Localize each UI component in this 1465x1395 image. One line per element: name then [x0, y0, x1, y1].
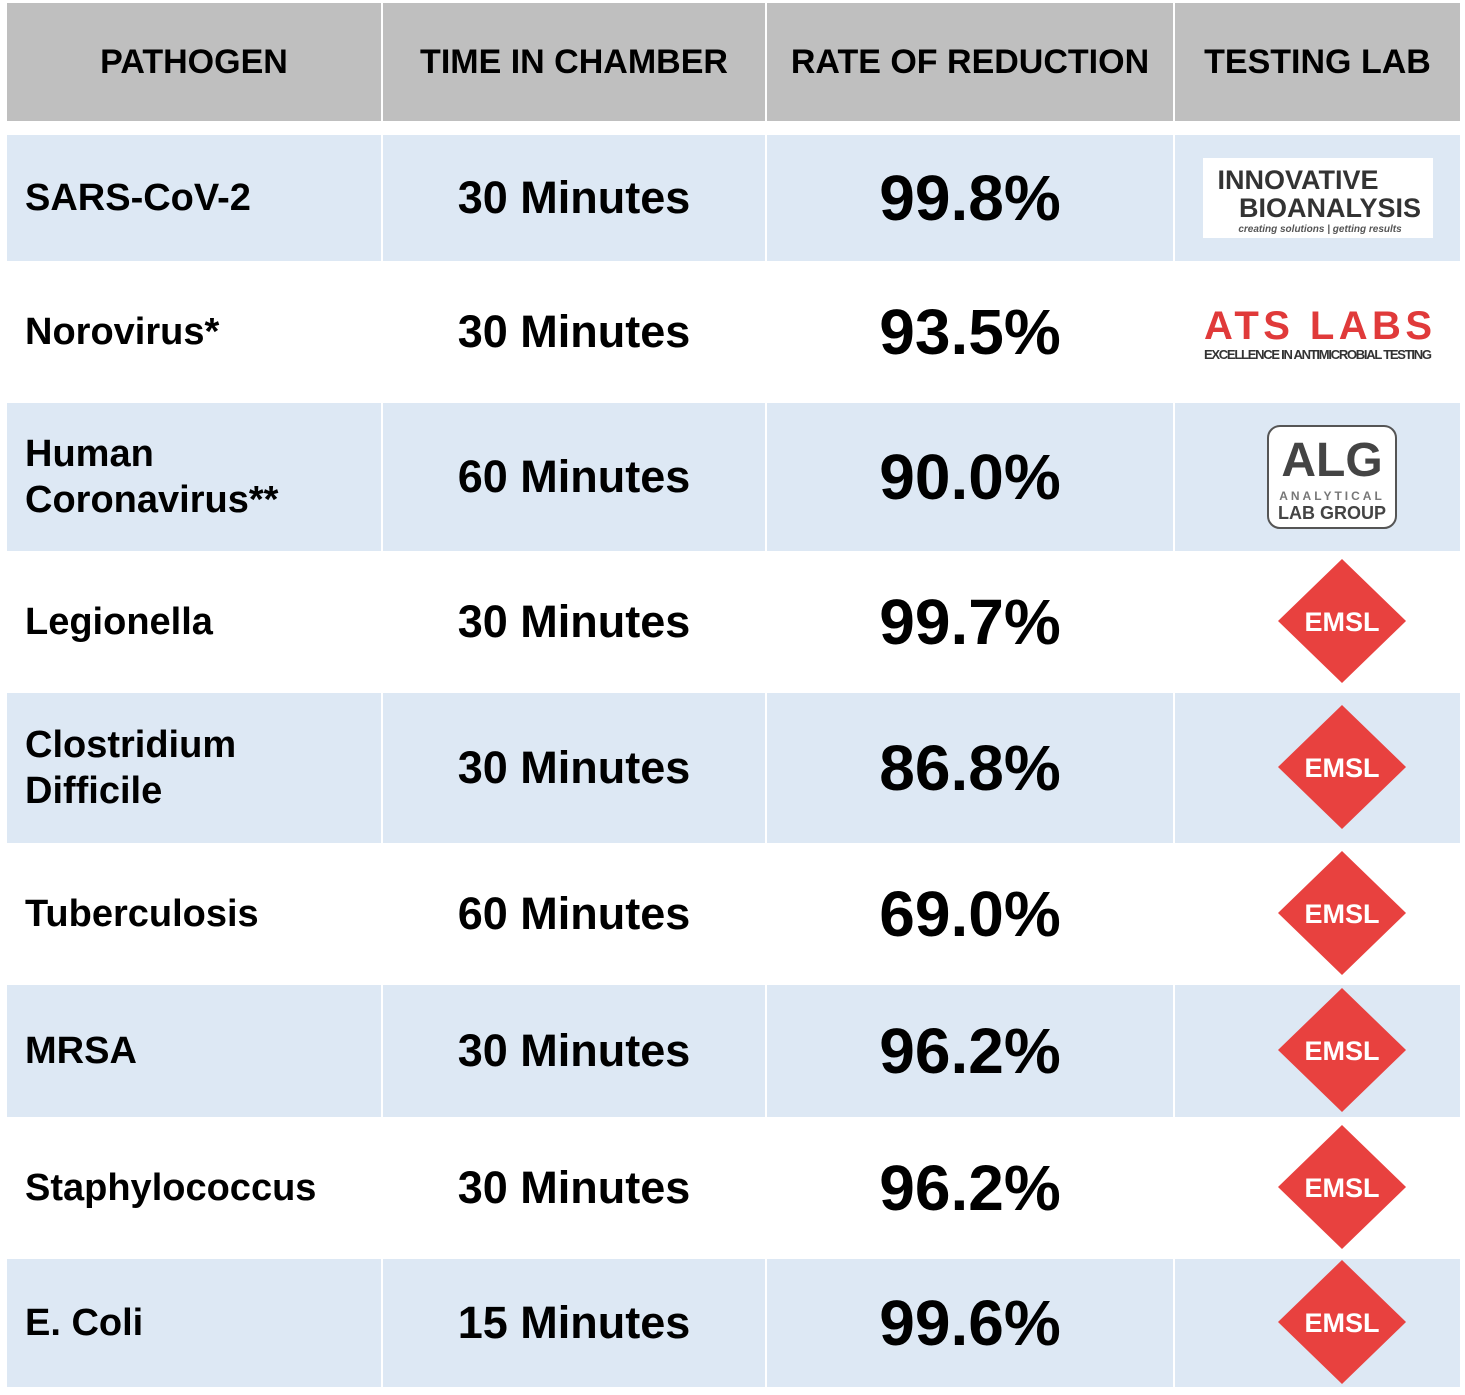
pathogen-cell: MRSA: [7, 985, 381, 1117]
header-cell: RATE OF REDUCTION: [767, 3, 1173, 121]
logo-diamond: [1277, 988, 1406, 1112]
rate-cell: 99.8%: [767, 135, 1173, 261]
lab-cell: EMSL: [1175, 693, 1460, 843]
lab-logo: EMSL: [1277, 705, 1406, 829]
time-cell: 30 Minutes: [383, 135, 765, 261]
lab-cell: ALG ANALYTICAL LAB GROUP: [1175, 403, 1460, 551]
header-cell: TIME IN CHAMBER: [383, 3, 765, 121]
logo-mark: ATS LABS: [1204, 304, 1432, 348]
rate-cell: 90.0%: [767, 403, 1173, 551]
time-cell: 60 Minutes: [457, 888, 691, 939]
logo-tagline: EXCELLENCE IN ANTIMICROBIAL TESTING: [1204, 347, 1432, 362]
lab-cell: EMSL: [1175, 845, 1460, 983]
logo-text: INNOVATIVE: [1217, 165, 1378, 195]
logo-diamond: [1277, 705, 1406, 829]
rate-cell: 99.6%: [767, 1259, 1173, 1387]
logo-mark: EMSL: [1304, 1173, 1379, 1203]
logo-mark: EMSL: [1304, 1036, 1379, 1066]
time-cell: 60 Minutes: [383, 403, 765, 551]
logo-mark: EMSL: [1304, 1308, 1379, 1338]
header-cell: TESTING LAB: [1175, 3, 1460, 121]
results-table: PATHOGEN TIME IN CHAMBER RATE OF REDUCTION…: [7, 3, 1460, 1387]
time-cell: 15 Minutes: [383, 1259, 765, 1387]
lab-cell: EMSL: [1175, 553, 1460, 691]
logo-frame: [1266, 425, 1397, 529]
logo-mark: EMSL: [1304, 607, 1379, 637]
rate-cell: 96.2%: [879, 1152, 1061, 1224]
logo-text: ANALYTICAL: [1279, 489, 1385, 503]
header-cell: PATHOGEN: [7, 3, 381, 121]
pathogen-cell: Clostridium Difficile: [7, 693, 381, 843]
lab-cell: EMSL: [1175, 1259, 1460, 1387]
lab-cell: EMSL: [1175, 985, 1460, 1117]
time-cell: 30 Minutes: [383, 693, 765, 843]
time-cell: 30 Minutes: [457, 1162, 691, 1213]
pathogen-cell: Tuberculosis: [25, 892, 259, 935]
time-cell: 30 Minutes: [457, 596, 691, 647]
logo-diamond: [1277, 1125, 1406, 1249]
rate-cell: 96.2%: [767, 985, 1173, 1117]
lab-logo: EMSL: [1277, 1125, 1406, 1249]
time-cell: 30 Minutes: [457, 306, 691, 357]
rate-cell: 69.0%: [879, 878, 1061, 950]
rate-cell: 93.5%: [879, 296, 1061, 368]
logo-diamond: [1277, 851, 1406, 975]
logo-text: LAB GROUP: [1278, 503, 1386, 523]
pathogen-cell: Norovirus*: [25, 310, 220, 353]
lab-logo: EMSL: [1277, 559, 1406, 683]
logo-mark: EMSL: [1304, 753, 1379, 783]
logo-diamond: [1277, 1260, 1406, 1384]
pathogen-cell: E. Coli: [7, 1259, 381, 1387]
pathogen-cell: Human Coronavirus**: [7, 403, 381, 551]
time-cell: 30 Minutes: [383, 985, 765, 1117]
logo-diamond: [1277, 559, 1406, 683]
lab-logo: EMSL: [1277, 988, 1406, 1112]
rate-cell: 99.7%: [879, 586, 1061, 658]
lab-logo: EMSL: [1277, 1260, 1406, 1384]
pathogen-cell: Legionella: [25, 600, 213, 643]
logo-mark: ALG: [1281, 434, 1382, 487]
lab-cell: ATS LABS EXCELLENCE IN ANTIMICROBIAL TEST…: [1175, 263, 1460, 401]
logo-mark: EMSL: [1304, 899, 1379, 929]
lab-cell: INNOVATIVE BIOANALYSIS creating solutions …: [1175, 135, 1460, 261]
logo-bg: [1202, 158, 1433, 238]
rate-cell: 86.8%: [767, 693, 1173, 843]
lab-cell: EMSL: [1175, 1119, 1460, 1257]
logo-tagline: creating solutions | getting results: [1238, 224, 1402, 235]
pathogen-cell: Staphylococcus: [25, 1166, 317, 1209]
lab-logo: EMSL: [1277, 851, 1406, 975]
logo-text: BIOANALYSIS: [1238, 193, 1420, 223]
pathogen-cell: SARS-CoV-2: [7, 135, 381, 261]
